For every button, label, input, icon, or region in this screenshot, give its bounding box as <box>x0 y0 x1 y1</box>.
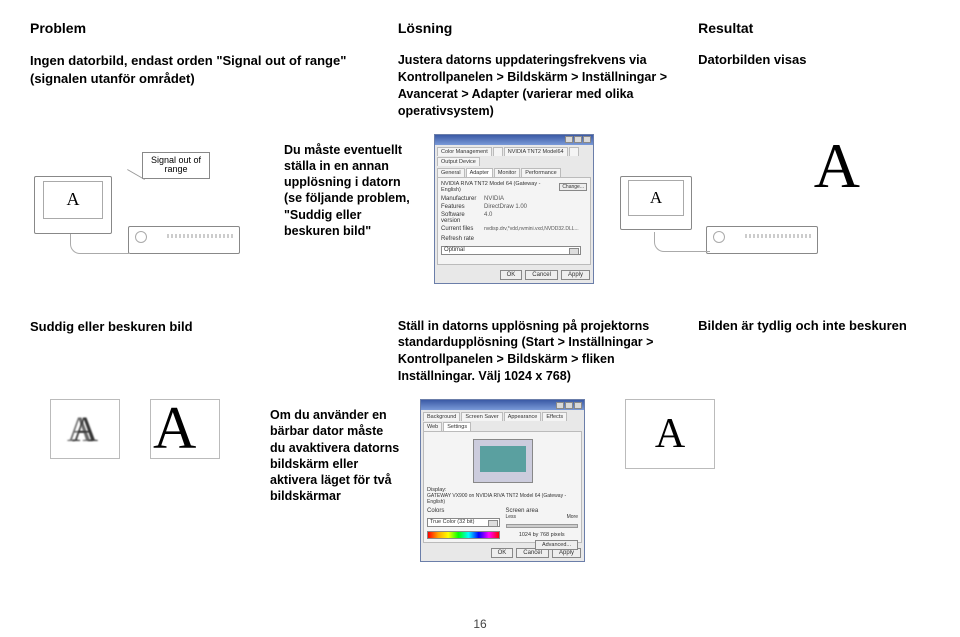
dialog1-refresh-dropdown: Optimal <box>441 246 581 255</box>
dialog2-tab: Effects <box>542 412 567 421</box>
dialog1-tab: Output Device <box>437 157 480 166</box>
dialog1-tab-active: Adapter <box>466 168 493 177</box>
dialog1-tab <box>569 147 579 156</box>
header-result: Resultat <box>698 20 753 36</box>
dialog1-field-value: nvdisp.drv,*vdd,nvmini.vxd,NVDD32.DLL... <box>484 226 579 232</box>
dialog1-tab: NVIDIA TNT2 Model64 <box>504 147 568 156</box>
dialog2-tab-active: Settings <box>443 422 471 431</box>
dialog2-colors-value: True Color (32 bit) <box>430 519 474 525</box>
row1-result: Datorbilden visas <box>698 52 930 67</box>
dialog1-refresh-value: Optimal <box>444 247 465 253</box>
callout-signal-out-of-range: Signal out of range <box>142 152 210 180</box>
dialog1-refresh-label: Refresh rate <box>441 236 587 242</box>
dialog-display-properties: Background Screen Saver Appearance Effec… <box>420 399 585 562</box>
dialog1-cancel: Cancel <box>525 270 558 280</box>
dialog2-tab: Background <box>423 412 460 421</box>
dialog1-adapter-label: NVIDIA RIVA TNT2 Model 64 (Gateway - Eng… <box>441 181 559 193</box>
row1-problem-line2: (signalen utanför området) <box>30 71 195 86</box>
row1-solution-indented: Du måste eventuellt ställa in en annan u… <box>284 142 414 240</box>
cropped-A: A <box>153 399 196 459</box>
dialog1-field-label: Current files <box>441 226 481 232</box>
row1-problem-line1: Ingen datorbild, endast orden "Signal ou… <box>30 53 346 68</box>
row2-solution-main: Ställ in datorns upplösning på projektor… <box>398 318 678 386</box>
dialog2-tab: Screen Saver <box>461 412 502 421</box>
dialog1-field-label: Features <box>441 204 481 210</box>
dialog1-field-value: DirectDraw 1.00 <box>484 204 527 210</box>
projector-icon <box>706 226 818 254</box>
dialog1-tab: General <box>437 168 465 177</box>
dialog1-ok: OK <box>500 270 523 280</box>
dialog2-monitor-icon <box>473 439 533 483</box>
projector-icon <box>128 226 240 254</box>
dialog2-less: Less <box>506 514 517 520</box>
dialog2-ok: OK <box>491 548 514 558</box>
header-problem: Problem <box>30 20 86 36</box>
diagram-laptop-projector-error: A Signal out of range <box>30 134 250 264</box>
dialog1-tab: Performance <box>521 168 561 177</box>
projected-A: A <box>814 134 860 198</box>
dialog1-field-label: Software version <box>441 212 481 224</box>
laptop-screen-A: A <box>650 188 662 208</box>
dialog1-apply: Apply <box>561 270 590 280</box>
dialog2-advanced: Advanced... <box>535 540 578 550</box>
dialog2-colorbar <box>427 531 500 539</box>
header-solution: Lösning <box>398 20 452 36</box>
row1-solution-main: Justera datorns uppdateringsfrekvens via… <box>398 52 678 120</box>
clear-A: A <box>655 410 685 458</box>
dialog2-slider <box>506 524 579 528</box>
fuzzy-A: A <box>72 408 98 450</box>
row-signal-out-of-range: Ingen datorbild, endast orden "Signal ou… <box>30 52 930 284</box>
diagram-blurry-cropped: A A A <box>50 399 220 459</box>
dialog1-field-label: Manufacturer <box>441 196 481 202</box>
row2-problem: Suddig eller beskuren bild <box>30 318 378 336</box>
row-blurry-or-cropped: Suddig eller beskuren bild Ställ in dato… <box>30 318 930 563</box>
laptop-screen-A: A <box>67 189 80 210</box>
row2-solution-indented: Om du använder en bärbar dator måste du … <box>270 407 400 505</box>
dialog-display-adapter: Color Management NVIDIA TNT2 Model64 Out… <box>434 134 594 284</box>
dialog1-change-btn: Change... <box>559 183 587 191</box>
dialog2-more: More <box>567 514 578 520</box>
row2-result: Bilden är tydlig och inte beskuren <box>698 318 930 333</box>
dialog1-field-value: NVIDIA <box>484 196 504 202</box>
dialog1-field-value: 4.0 <box>484 212 492 224</box>
dialog1-tab: Monitor <box>494 168 520 177</box>
page-number: 16 <box>0 617 960 631</box>
diagram-laptop-projector-ok: A A <box>620 134 860 264</box>
dialog1-tab <box>493 147 503 156</box>
dialog1-tab: Color Management <box>437 147 492 156</box>
dialog2-tab: Appearance <box>504 412 542 421</box>
dialog2-area-value: 1024 by 768 pixels <box>506 532 579 538</box>
dialog2-display-value: GATEWAY VX900 on NVIDIA RIVA TNT2 Model … <box>427 493 578 505</box>
dialog2-tab: Web <box>423 422 442 431</box>
dialog2-colors-label: Colors <box>427 508 500 514</box>
diagram-clear-A: A <box>625 399 715 469</box>
